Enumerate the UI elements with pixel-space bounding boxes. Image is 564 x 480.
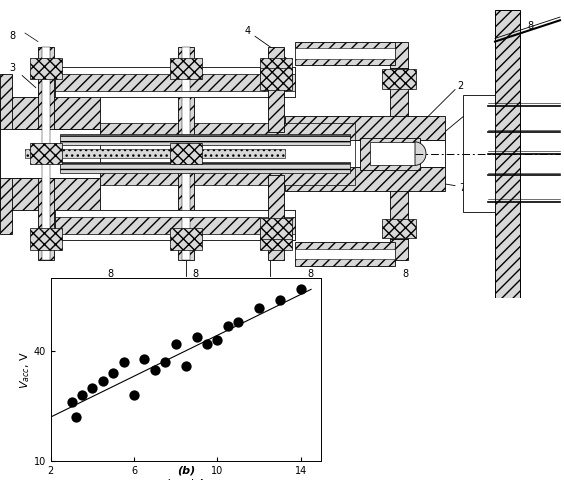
Bar — [295, 249, 395, 259]
Bar — [260, 228, 292, 250]
Point — [88, 384, 97, 392]
Text: 5: 5 — [183, 277, 189, 288]
Bar — [285, 168, 445, 191]
Bar — [170, 143, 202, 164]
Bar — [55, 67, 295, 97]
Bar — [178, 47, 194, 260]
Bar — [268, 175, 284, 260]
Point — [192, 333, 201, 341]
Bar — [285, 140, 445, 168]
Bar — [30, 58, 62, 79]
Bar — [0, 129, 100, 178]
Bar — [25, 149, 285, 158]
Bar — [382, 69, 416, 88]
Bar — [25, 123, 355, 140]
Bar — [55, 91, 295, 97]
Bar — [382, 144, 416, 163]
Bar — [0, 178, 100, 210]
Point — [233, 318, 243, 326]
Text: 8: 8 — [402, 269, 408, 279]
Bar — [285, 116, 445, 140]
Bar — [495, 10, 520, 298]
Bar — [295, 48, 395, 59]
Bar — [382, 219, 416, 238]
Text: 4: 4 — [245, 26, 251, 36]
Bar — [0, 73, 12, 234]
Bar — [463, 95, 495, 212]
Bar — [182, 47, 190, 260]
Bar — [295, 42, 395, 65]
Bar — [55, 210, 295, 216]
Point — [119, 359, 128, 366]
Bar — [42, 47, 50, 260]
Point — [67, 398, 76, 406]
Bar — [170, 58, 202, 79]
Text: 7: 7 — [459, 183, 465, 193]
Point — [182, 362, 191, 370]
Bar — [390, 239, 408, 260]
Bar — [0, 97, 100, 129]
Bar — [260, 58, 292, 79]
Bar — [60, 134, 350, 145]
Bar — [360, 138, 420, 169]
Text: 1: 1 — [473, 103, 479, 113]
Bar — [390, 68, 408, 239]
Bar — [60, 162, 350, 173]
Point — [161, 359, 170, 366]
Point — [254, 304, 263, 312]
Bar — [268, 47, 284, 132]
Text: 2: 2 — [457, 82, 463, 91]
Point — [98, 377, 107, 384]
Bar — [38, 47, 54, 260]
Text: (b): (b) — [177, 465, 195, 475]
Bar — [55, 67, 295, 73]
Point — [296, 286, 305, 293]
Bar — [25, 140, 355, 168]
Point — [77, 391, 86, 399]
Bar — [260, 68, 292, 90]
Point — [140, 355, 149, 362]
Point — [275, 297, 284, 304]
Point — [109, 370, 118, 377]
Point — [171, 340, 180, 348]
Point — [151, 366, 160, 373]
Polygon shape — [415, 142, 426, 165]
Bar — [55, 210, 295, 240]
Text: 8: 8 — [107, 269, 113, 279]
Point — [223, 322, 232, 330]
Text: (a): (a) — [274, 284, 290, 294]
Bar — [25, 168, 355, 184]
Point — [213, 336, 222, 344]
X-axis label: $J_{acc}$, kA: $J_{acc}$, kA — [165, 477, 207, 480]
Bar — [390, 42, 408, 68]
Bar — [30, 228, 62, 250]
Y-axis label: $V_{acc}$, V: $V_{acc}$, V — [19, 351, 32, 388]
Point — [202, 340, 212, 348]
Text: 3: 3 — [9, 63, 15, 73]
Bar — [55, 234, 295, 240]
Text: 8: 8 — [192, 269, 198, 279]
Text: 8: 8 — [307, 269, 313, 279]
Text: 8: 8 — [9, 31, 15, 41]
Point — [71, 413, 80, 421]
Bar — [170, 228, 202, 250]
Bar — [295, 242, 395, 265]
Bar — [260, 217, 292, 239]
Text: 6: 6 — [267, 277, 273, 288]
Bar — [370, 142, 415, 165]
Text: 8: 8 — [527, 21, 533, 31]
Point — [130, 391, 139, 399]
Bar — [30, 143, 62, 164]
